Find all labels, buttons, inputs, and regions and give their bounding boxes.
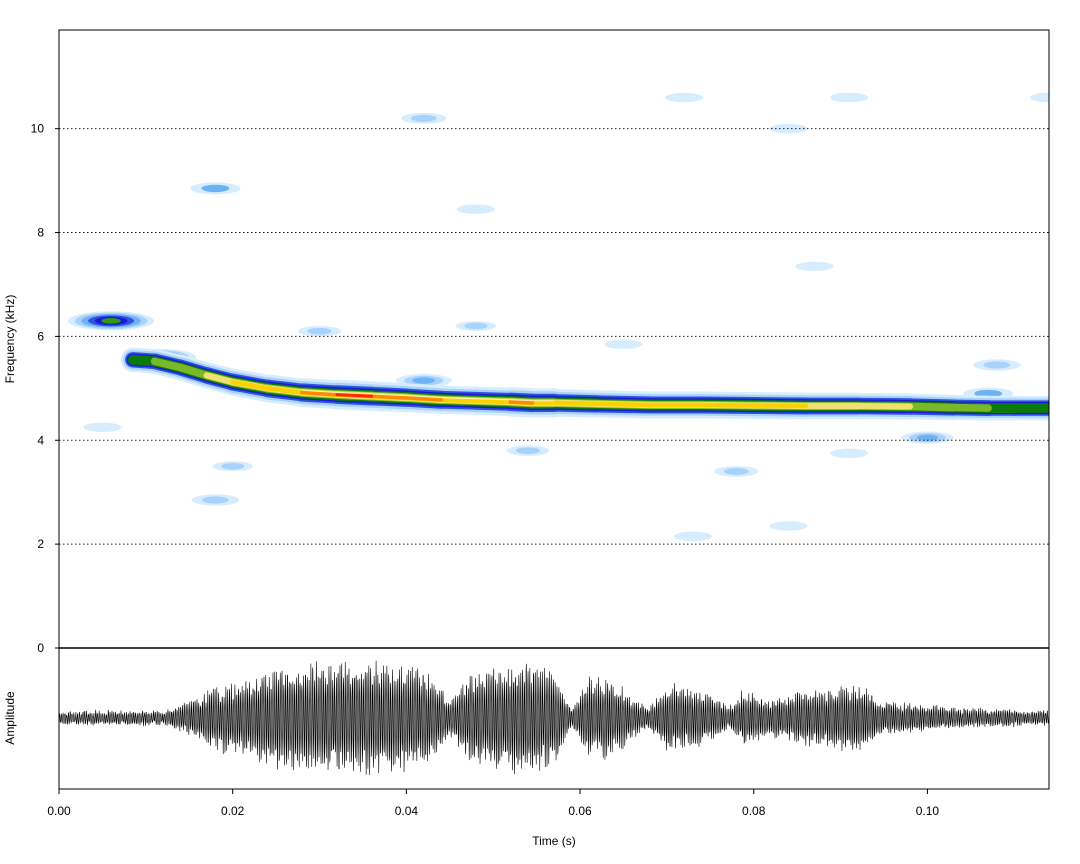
y-tick-label: 4 xyxy=(37,433,44,447)
call-contour-highlight xyxy=(475,398,511,401)
call-contour-segment xyxy=(369,394,409,400)
call-contour-segment xyxy=(595,401,652,408)
call-contour-segment xyxy=(906,402,958,412)
call-contour-segment xyxy=(854,402,914,410)
call-contour-segment xyxy=(699,402,756,408)
frequency-gridlines xyxy=(59,128,1049,545)
noise-blob xyxy=(464,206,487,213)
noise-blob xyxy=(101,317,121,324)
noise-blob xyxy=(838,94,861,101)
noise-blob xyxy=(410,114,437,122)
call-contour-segment xyxy=(551,400,600,407)
call-contour-highlight xyxy=(510,399,533,402)
x-tick-label: 0.08 xyxy=(742,804,766,818)
x-tick-label: 0.04 xyxy=(395,804,419,818)
call-contour-highlight xyxy=(406,395,442,399)
call-contour-segment xyxy=(508,399,535,405)
x-tick-label: 0.02 xyxy=(221,804,245,818)
call-contour-segment xyxy=(949,403,992,412)
call-contour-highlight xyxy=(371,393,407,397)
call-contour-segment xyxy=(473,398,513,405)
call-contour-segment xyxy=(265,386,305,395)
spectrogram-panel xyxy=(68,92,1049,542)
noise-blob xyxy=(723,468,749,475)
noise-blob xyxy=(916,434,939,441)
frequency-axis: 0 2 4 6 8 10 xyxy=(31,122,59,655)
noise-blob xyxy=(838,450,861,457)
x-axis-label: Time (s) xyxy=(532,834,576,848)
noise-blob xyxy=(673,94,696,101)
noise-blob xyxy=(201,184,230,193)
call-contour-segment xyxy=(438,397,479,404)
call-contour-highlight xyxy=(336,392,372,395)
call-contour-segment xyxy=(230,379,270,391)
y-tick-label: 8 xyxy=(37,226,44,240)
noise-blob xyxy=(91,424,114,431)
noise-blob xyxy=(515,447,541,454)
call-contour-segment xyxy=(203,372,236,386)
noise-blob xyxy=(681,533,704,540)
call-contour-segment xyxy=(300,390,339,397)
noise-blob xyxy=(974,389,1003,398)
y-tick-label: 10 xyxy=(31,122,45,136)
noise-blob xyxy=(464,322,488,330)
noise-blob xyxy=(307,327,332,335)
noise-blob xyxy=(221,463,245,470)
y-axis-label-amplitude: Amplitude xyxy=(3,691,17,745)
call-contour-highlight xyxy=(441,397,476,400)
call-contour-segment xyxy=(751,403,809,409)
y-tick-label: 0 xyxy=(37,641,44,655)
spectrogram-frame xyxy=(58,29,1050,649)
time-axis: 0.00 0.02 0.04 0.06 0.08 0.10 xyxy=(47,789,939,818)
noise-blob xyxy=(803,263,826,270)
y-tick-label: 2 xyxy=(37,537,44,551)
y-tick-label: 6 xyxy=(37,329,44,343)
call-contour-segment xyxy=(404,395,444,402)
noise-blob xyxy=(983,361,1011,369)
x-tick-label: 0.06 xyxy=(568,804,592,818)
y-axis-label-frequency: Frequency (kHz) xyxy=(3,295,17,384)
call-contour-segment xyxy=(150,357,185,372)
noise-blob xyxy=(1038,94,1049,101)
oscillogram-panel xyxy=(59,660,1049,775)
noise-blob xyxy=(412,377,436,384)
noise-blob xyxy=(777,522,800,530)
call-contour-highlight xyxy=(302,390,337,393)
call-contour-segment xyxy=(176,363,211,380)
waveform-line xyxy=(59,660,1049,775)
x-tick-label: 0.00 xyxy=(47,804,71,818)
noise-blob xyxy=(612,341,635,348)
x-tick-label: 0.10 xyxy=(916,804,940,818)
noise-blob xyxy=(201,496,229,504)
call-contour-segment xyxy=(335,393,374,398)
